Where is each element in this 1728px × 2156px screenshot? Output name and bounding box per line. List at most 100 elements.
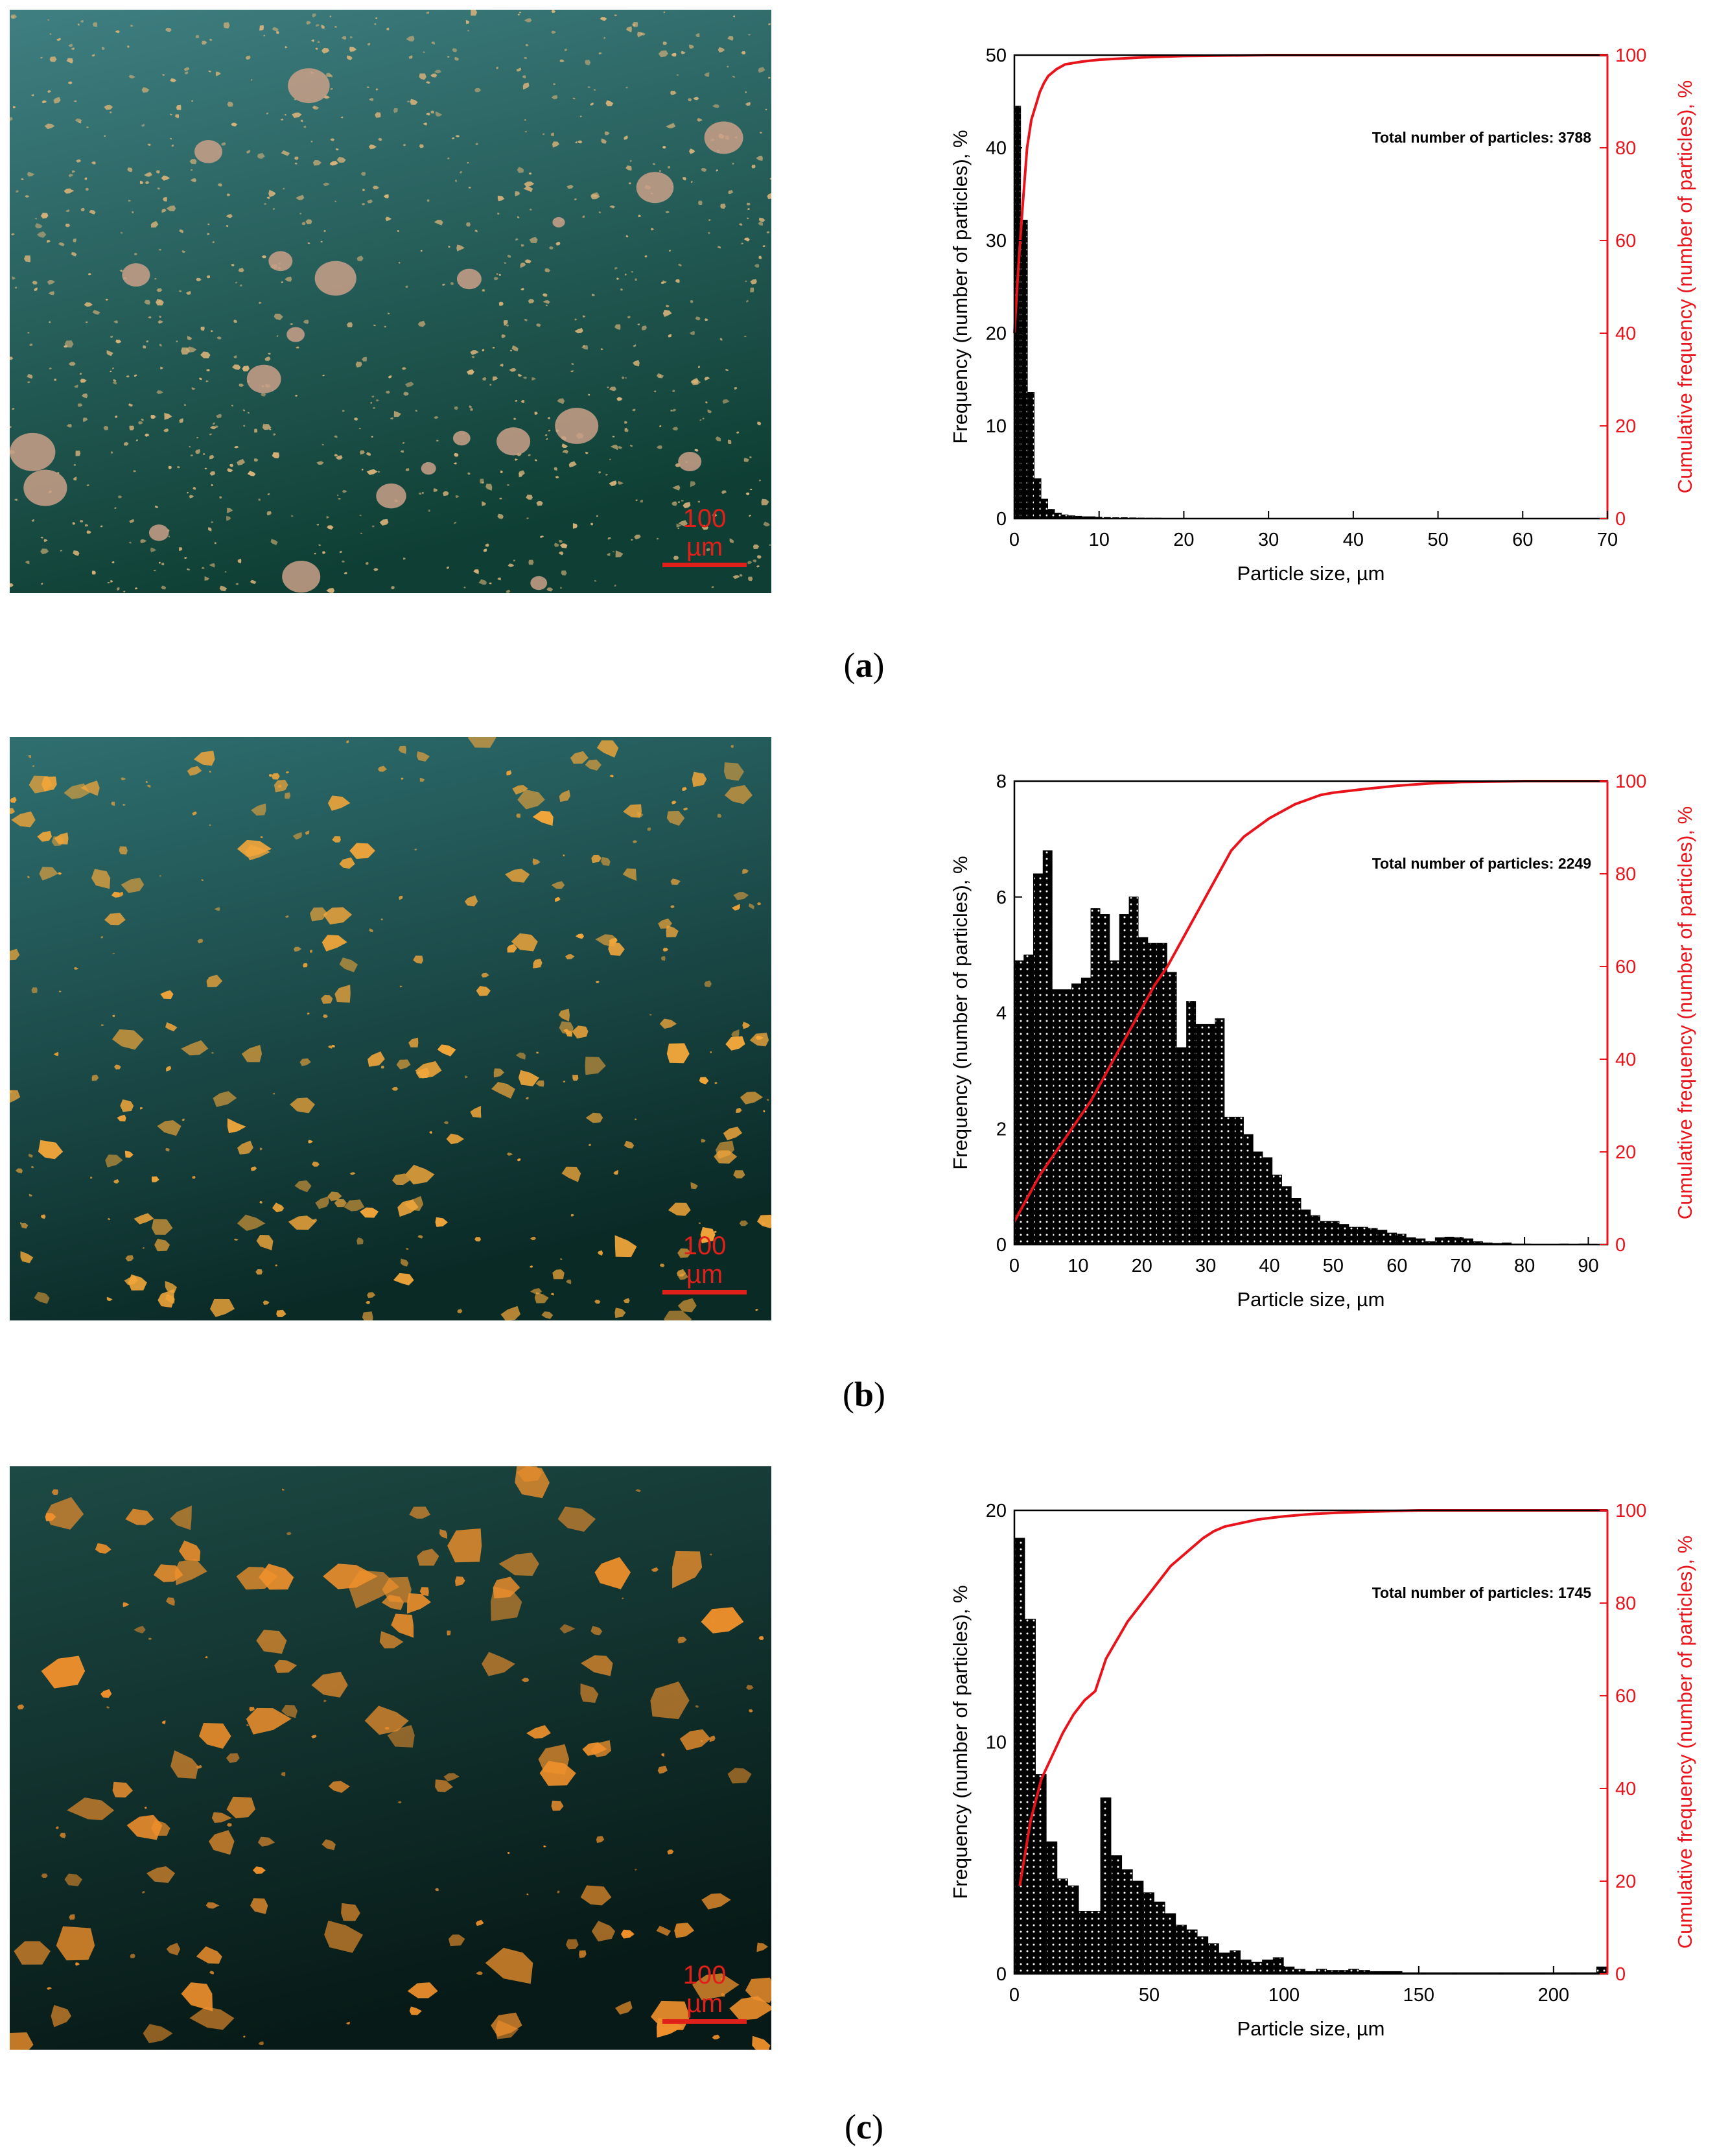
bar (1025, 1619, 1036, 1974)
bar (1143, 1892, 1154, 1974)
y-right-tick-label: 100 (1615, 771, 1646, 792)
bar (1329, 1221, 1340, 1245)
scale-bar-line-b (662, 1290, 747, 1295)
bar (1057, 1878, 1068, 1974)
y-right-tick-label: 80 (1615, 864, 1636, 885)
bar (1047, 509, 1055, 519)
bars (1014, 850, 1598, 1245)
bar (1596, 1966, 1607, 1974)
y-right-tick-label: 20 (1615, 416, 1636, 437)
x-tick-label: 40 (1259, 1256, 1279, 1276)
y-tick-label: 30 (986, 231, 1007, 252)
panel-label-a: (a) (843, 646, 885, 685)
plot-area (1014, 55, 1607, 519)
y-tick-label: 20 (986, 323, 1007, 344)
micrograph-a: 100 µm (10, 10, 771, 593)
total-particles-annotation: Total number of particles: 1745 (1372, 1584, 1591, 1601)
scale-bar-label-a: 100 µm (683, 504, 727, 561)
bar (1281, 1186, 1292, 1245)
y-tick-label: 50 (986, 45, 1007, 66)
bar (1272, 1957, 1284, 1974)
bar (1068, 1885, 1079, 1974)
scale-bar-label-b: 100 µm (683, 1232, 727, 1289)
micrograph-background (10, 1466, 771, 2050)
bar (1406, 1237, 1416, 1245)
micrograph-image-a (10, 10, 771, 593)
x-tick-label: 30 (1258, 530, 1279, 550)
y-tick-label: 0 (996, 1235, 1007, 1256)
x-tick-label: 10 (1068, 1256, 1088, 1276)
scale-bar-c: 100 µm (662, 1961, 747, 2024)
y-right-axis-label: Cumulative frequency (number of particle… (1674, 1536, 1696, 1949)
bar (1240, 1960, 1252, 1974)
x-tick-label: 40 (1343, 530, 1364, 550)
bar (1042, 850, 1053, 1245)
micrograph-background (10, 737, 771, 1320)
x-tick-label: 50 (1323, 1256, 1344, 1276)
y-right-tick-label: 60 (1615, 957, 1636, 978)
y-right-tick-label: 0 (1615, 1235, 1626, 1256)
bar (1396, 1234, 1407, 1245)
bar (1243, 1134, 1254, 1245)
y-right-tick-label: 60 (1615, 231, 1636, 252)
x-tick-label: 70 (1451, 1256, 1471, 1276)
y-right-tick-label: 60 (1615, 1686, 1636, 1707)
micrograph-b: 100 µm (10, 737, 771, 1320)
bar (1033, 873, 1043, 1245)
cumulative-line (1013, 780, 1607, 1223)
bar (1014, 1538, 1025, 1974)
bar (1253, 1151, 1263, 1245)
y-tick-label: 2 (996, 1119, 1007, 1140)
bar (1283, 1966, 1295, 1974)
micrograph-image-b (10, 737, 771, 1320)
bar (1444, 1236, 1454, 1245)
scale-bar-a: 100 µm (662, 504, 747, 567)
scale-bar-b: 100 µm (662, 1232, 747, 1295)
bar (1089, 1910, 1101, 1974)
scale-bar-line-c (662, 2019, 747, 2024)
micrograph-particles (10, 1466, 771, 2050)
bar (1132, 1881, 1144, 1974)
bar (1320, 1221, 1330, 1245)
bar (1291, 1198, 1302, 1245)
x-axis-label: Particle size, µm (1237, 1288, 1384, 1311)
bars (1014, 1538, 1607, 1974)
y-axis-label: Frequency (number of particles), % (949, 856, 972, 1169)
bar (1157, 943, 1167, 1245)
bar (1301, 1209, 1311, 1245)
bar (1358, 1226, 1368, 1245)
y-right-tick-label: 20 (1615, 1142, 1636, 1163)
bar (1167, 972, 1177, 1245)
bar (1176, 1047, 1187, 1245)
y-tick-label: 0 (996, 509, 1007, 530)
bar (1111, 1855, 1123, 1974)
bar (1138, 937, 1149, 1245)
bar (1110, 960, 1120, 1245)
bar (1052, 989, 1062, 1245)
bar (1263, 1157, 1273, 1245)
cumulative-line (1018, 1509, 1607, 1886)
bar (1100, 1797, 1112, 1974)
bar (1272, 1175, 1282, 1245)
bar (1154, 1901, 1165, 1974)
bar (1041, 498, 1048, 519)
bar (1020, 220, 1028, 519)
x-tick-label: 150 (1403, 1985, 1434, 2006)
x-tick-label: 20 (1132, 1256, 1152, 1276)
y-right-tick-label: 0 (1615, 509, 1626, 530)
y-tick-label: 20 (986, 1501, 1007, 1521)
y-axis-label: Frequency (number of particles), % (949, 1585, 972, 1899)
y-right-tick-label: 40 (1615, 1049, 1636, 1070)
bar (1046, 1841, 1058, 1974)
y-tick-label: 0 (996, 1964, 1007, 1985)
scale-bar-line-a (662, 563, 747, 567)
bar (1224, 1116, 1235, 1245)
micrograph-c: 100 µm (10, 1466, 771, 2050)
bar (1387, 1232, 1397, 1245)
bar (1014, 960, 1024, 1245)
bar (1027, 392, 1035, 519)
bar (1230, 1950, 1241, 1974)
y-right-tick-label: 100 (1615, 1501, 1646, 1521)
x-axis-label: Particle size, µm (1237, 2017, 1384, 2040)
